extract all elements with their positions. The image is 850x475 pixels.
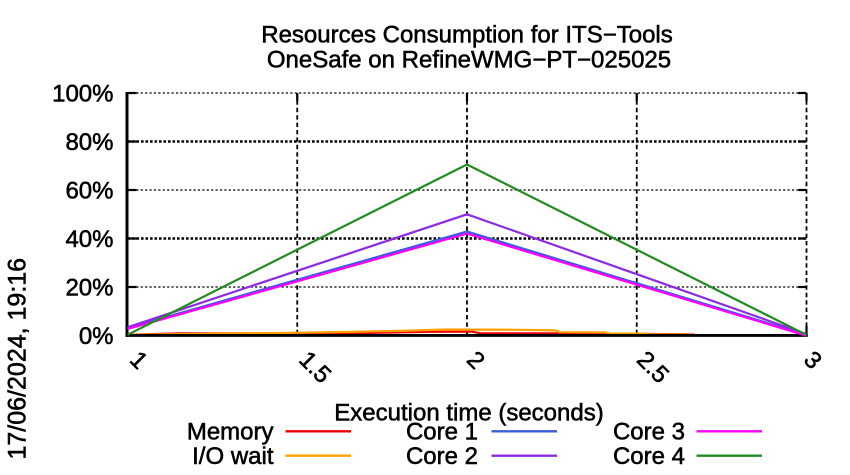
svg-text:20%: 20% (65, 275, 113, 302)
svg-text:Core 4: Core 4 (613, 443, 685, 470)
svg-text:Core 1: Core 1 (406, 419, 478, 446)
svg-text:OneSafe on RefineWMG−PT−025025: OneSafe on RefineWMG−PT−025025 (267, 47, 671, 74)
svg-text:100%: 100% (52, 81, 113, 108)
svg-text:0%: 0% (79, 323, 114, 350)
svg-text:40%: 40% (65, 226, 113, 253)
svg-text:60%: 60% (65, 178, 113, 205)
svg-text:Execution time (seconds): Execution time (seconds) (334, 400, 603, 427)
svg-text:17/06/2024, 19:16: 17/06/2024, 19:16 (4, 258, 32, 460)
svg-text:Core 3: Core 3 (613, 419, 685, 446)
svg-text:I/O wait: I/O wait (192, 443, 274, 470)
svg-text:Memory: Memory (187, 419, 274, 446)
svg-text:Resources Consumption for ITS−: Resources Consumption for ITS−Tools (261, 21, 673, 48)
svg-text:Core 2: Core 2 (406, 443, 478, 470)
svg-text:80%: 80% (65, 129, 113, 156)
